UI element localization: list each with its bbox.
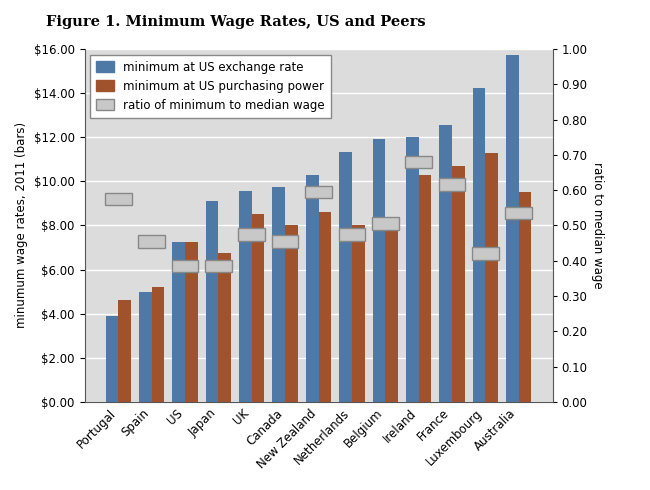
FancyBboxPatch shape <box>339 228 365 241</box>
Bar <box>106 316 118 402</box>
FancyBboxPatch shape <box>505 207 532 220</box>
Bar <box>506 54 519 402</box>
Bar <box>385 225 398 402</box>
FancyBboxPatch shape <box>105 193 132 205</box>
FancyBboxPatch shape <box>405 155 432 168</box>
Y-axis label: ratio to median wage: ratio to median wage <box>592 162 604 289</box>
Text: Figure 1. Minimum Wage Rates, US and Peers: Figure 1. Minimum Wage Rates, US and Pee… <box>46 15 425 29</box>
Bar <box>452 166 465 402</box>
FancyBboxPatch shape <box>138 235 165 247</box>
Bar <box>406 137 419 402</box>
Bar <box>239 191 252 402</box>
Bar <box>272 187 285 402</box>
Bar <box>139 292 152 402</box>
FancyBboxPatch shape <box>272 235 298 247</box>
Bar <box>419 175 431 402</box>
Bar <box>519 193 531 402</box>
Bar <box>318 212 331 402</box>
Bar <box>285 225 298 402</box>
Legend: minimum at US exchange rate, minimum at US purchasing power, ratio of minimum to: minimum at US exchange rate, minimum at … <box>90 55 331 118</box>
FancyBboxPatch shape <box>472 247 499 260</box>
Bar <box>372 140 385 402</box>
Bar <box>485 153 498 402</box>
FancyBboxPatch shape <box>172 260 198 272</box>
FancyBboxPatch shape <box>439 178 465 191</box>
FancyBboxPatch shape <box>205 260 232 272</box>
Bar <box>206 201 218 402</box>
Y-axis label: minumum wage rates, 2011 (bars): minumum wage rates, 2011 (bars) <box>15 122 28 328</box>
Bar <box>152 287 164 402</box>
Bar <box>252 215 265 402</box>
Bar <box>185 242 198 402</box>
Bar <box>118 300 131 402</box>
Bar <box>172 242 185 402</box>
Bar <box>352 225 365 402</box>
Bar <box>218 253 231 402</box>
FancyBboxPatch shape <box>239 228 265 241</box>
FancyBboxPatch shape <box>305 186 332 198</box>
Bar <box>473 88 485 402</box>
Bar <box>306 175 318 402</box>
Bar <box>439 125 452 402</box>
FancyBboxPatch shape <box>372 217 398 230</box>
Bar <box>339 151 352 402</box>
